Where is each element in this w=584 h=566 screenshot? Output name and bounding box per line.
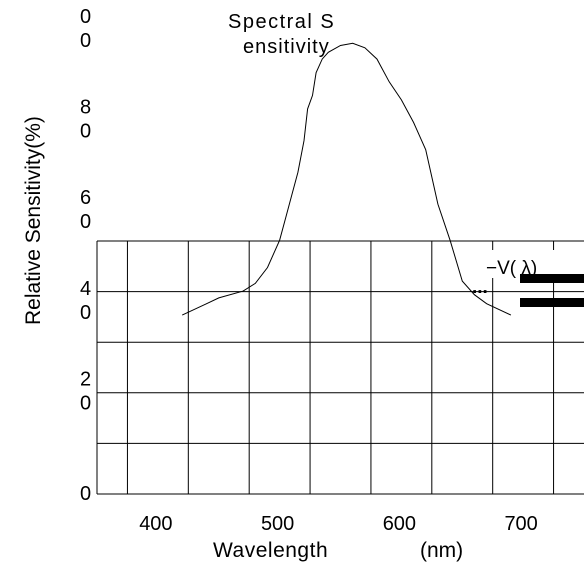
- y-tick-label: 0: [80, 6, 91, 28]
- x-tick-label: 500: [261, 513, 294, 535]
- y-tick-label: 0: [80, 392, 91, 414]
- y-tick-label: 2: [80, 368, 91, 390]
- y-tick-label: 4: [80, 278, 91, 300]
- chart-labels: Spectral Sensitivity02040608010040050060…: [22, 0, 538, 562]
- legend-bar-top: [520, 274, 584, 283]
- chart-title-line-1: Spectral S: [228, 11, 335, 33]
- x-tick-label: 600: [383, 513, 416, 535]
- y-tick-label: 1: [80, 0, 91, 4]
- curve-layer: [181, 42, 512, 316]
- y-tick-label: 0: [80, 211, 91, 233]
- x-tick-label: 400: [139, 513, 172, 535]
- x-axis-label: Wavelength: [213, 539, 328, 562]
- y-tick-label: 0: [80, 30, 91, 52]
- x-tick-label: 700: [504, 513, 537, 535]
- chart-legend: −V( λ)...: [466, 250, 584, 307]
- chart-grid: [96, 240, 584, 495]
- legend-label: −V( λ): [486, 258, 537, 279]
- chart-title-line-2: ensitivity: [243, 36, 330, 58]
- y-tick-label: 0: [80, 483, 91, 505]
- x-axis-unit: (nm): [420, 539, 463, 562]
- y-tick-label: 0: [80, 302, 91, 324]
- y-tick-label: 6: [80, 187, 91, 209]
- y-tick-label: 0: [80, 121, 91, 143]
- sensitivity-curve: [181, 42, 512, 316]
- legend-box: [466, 250, 584, 278]
- legend-marker: ...: [472, 277, 488, 298]
- legend-bar-bottom: [520, 298, 584, 307]
- y-tick-label: 8: [80, 97, 91, 119]
- y-axis-label: Relative Sensitivity(%): [22, 116, 45, 325]
